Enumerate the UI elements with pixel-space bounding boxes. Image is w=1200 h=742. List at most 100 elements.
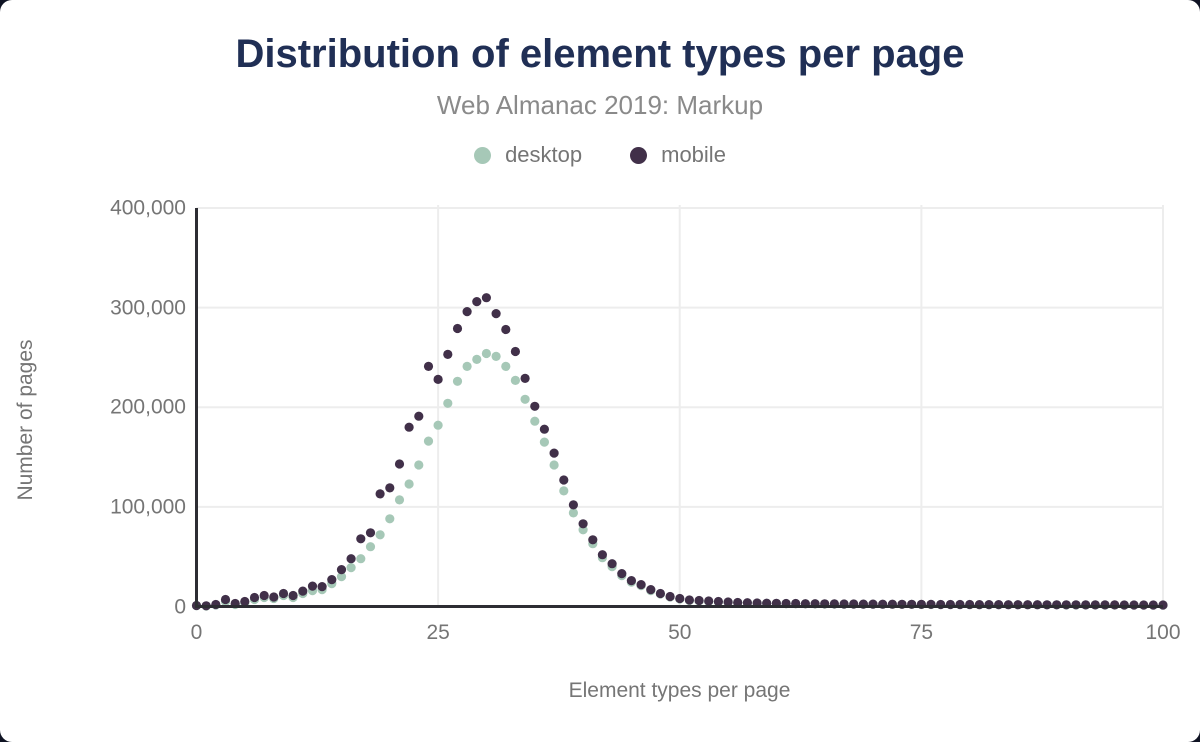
data-point[interactable]: [375, 489, 385, 499]
data-point[interactable]: [317, 582, 327, 592]
data-point[interactable]: [433, 374, 443, 384]
data-point[interactable]: [1090, 600, 1100, 610]
data-point[interactable]: [539, 437, 550, 447]
data-point[interactable]: [259, 590, 269, 601]
data-point[interactable]: [675, 593, 685, 604]
legend-item-mobile: mobile: [630, 142, 726, 168]
data-point[interactable]: [733, 597, 743, 608]
data-point[interactable]: [414, 411, 424, 421]
data-point[interactable]: [501, 324, 511, 335]
legend: desktop mobile: [0, 142, 1200, 168]
data-point[interactable]: [723, 597, 733, 607]
data-point[interactable]: [617, 569, 627, 579]
data-point[interactable]: [559, 475, 569, 485]
data-point[interactable]: [501, 361, 511, 371]
data-point[interactable]: [472, 297, 482, 307]
data-point[interactable]: [704, 596, 714, 606]
desktop-swatch-icon: [474, 146, 492, 164]
data-point[interactable]: [1042, 600, 1052, 610]
data-point[interactable]: [481, 293, 491, 303]
data-point[interactable]: [240, 596, 250, 607]
data-point[interactable]: [414, 460, 424, 470]
data-point[interactable]: [530, 401, 540, 411]
data-point[interactable]: [356, 554, 366, 564]
data-point[interactable]: [713, 596, 724, 607]
data-point[interactable]: [607, 559, 617, 569]
data-point[interactable]: [636, 580, 646, 590]
y-axis-title: Number of pages: [14, 339, 37, 501]
data-point[interactable]: [288, 590, 298, 601]
data-point[interactable]: [298, 586, 308, 596]
data-point[interactable]: [549, 448, 559, 458]
data-point[interactable]: [365, 528, 376, 538]
data-point[interactable]: [269, 592, 279, 602]
data-point[interactable]: [472, 354, 482, 364]
data-point[interactable]: [530, 416, 540, 426]
data-point[interactable]: [462, 307, 472, 317]
data-point[interactable]: [549, 460, 559, 470]
x-tick-label: 0: [190, 621, 203, 644]
data-point[interactable]: [385, 483, 395, 493]
data-point[interactable]: [568, 508, 579, 518]
data-point[interactable]: [394, 495, 405, 505]
data-point[interactable]: [423, 436, 434, 446]
data-point[interactable]: [394, 459, 405, 469]
data-point[interactable]: [1110, 600, 1120, 610]
data-point[interactable]: [327, 575, 337, 585]
chart-subtitle: Web Almanac 2019: Markup: [436, 90, 764, 120]
data-point[interactable]: [655, 588, 666, 599]
data-point[interactable]: [404, 422, 414, 432]
data-point[interactable]: [684, 595, 695, 605]
data-point[interactable]: [1061, 600, 1071, 610]
data-point[interactable]: [1081, 600, 1091, 610]
data-point[interactable]: [462, 361, 472, 371]
data-point[interactable]: [336, 565, 347, 575]
series-mobile[interactable]: [191, 293, 1168, 611]
data-point[interactable]: [404, 479, 414, 489]
x-tick-label: 75: [909, 621, 934, 644]
data-point[interactable]: [375, 530, 385, 540]
data-point[interactable]: [307, 581, 318, 591]
data-point[interactable]: [694, 595, 704, 606]
data-point[interactable]: [452, 323, 463, 334]
data-point[interactable]: [385, 514, 395, 524]
data-point[interactable]: [481, 348, 491, 359]
data-point[interactable]: [1052, 600, 1062, 610]
data-point[interactable]: [356, 534, 366, 544]
data-point[interactable]: [452, 376, 463, 386]
data-point[interactable]: [510, 346, 520, 357]
data-point[interactable]: [539, 424, 550, 434]
data-point[interactable]: [665, 591, 675, 602]
data-point[interactable]: [346, 554, 356, 564]
data-point[interactable]: [520, 373, 530, 383]
data-point[interactable]: [626, 576, 637, 586]
data-point[interactable]: [646, 585, 656, 595]
data-point[interactable]: [249, 592, 260, 603]
data-point[interactable]: [520, 394, 530, 404]
data-point[interactable]: [423, 361, 434, 371]
legend-label-desktop: desktop: [505, 142, 583, 167]
data-point[interactable]: [1100, 600, 1110, 610]
data-point[interactable]: [597, 550, 608, 560]
data-point[interactable]: [510, 375, 520, 385]
x-tick-label: 100: [1145, 621, 1181, 644]
data-point[interactable]: [578, 519, 588, 529]
x-tick-label: 25: [426, 621, 450, 644]
data-point[interactable]: [433, 420, 443, 430]
data-point[interactable]: [365, 542, 376, 552]
data-point[interactable]: [443, 349, 453, 359]
data-point[interactable]: [559, 486, 569, 496]
data-point[interactable]: [278, 588, 289, 599]
data-point[interactable]: [491, 309, 501, 319]
data-point[interactable]: [220, 594, 231, 605]
data-point[interactable]: [336, 572, 347, 582]
data-point[interactable]: [443, 398, 453, 408]
data-point[interactable]: [568, 500, 579, 510]
data-point[interactable]: [588, 535, 598, 545]
data-point[interactable]: [491, 351, 501, 361]
data-point[interactable]: [346, 563, 356, 573]
x-tick-label: 50: [668, 621, 692, 644]
data-point[interactable]: [1071, 600, 1081, 610]
